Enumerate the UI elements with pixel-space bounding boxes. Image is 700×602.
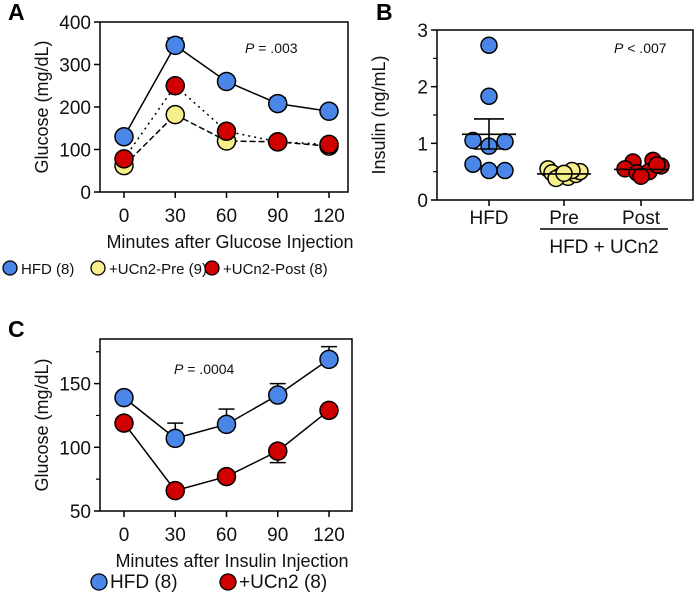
x-tick-label: 90 — [267, 525, 288, 546]
data-point — [319, 134, 339, 155]
y-tick-label: 300 — [59, 56, 91, 77]
panel-a: A 0 100 200 300 400 Glucose (mg/dL) 0 30 60 90 120 M… — [2, 0, 354, 278]
p-value-text: < .007 — [623, 40, 666, 56]
legend-item: HFD (8) — [90, 572, 178, 593]
data-point — [216, 414, 237, 435]
y-tick-label: 100 — [59, 438, 91, 459]
y-tick-label: 100 — [59, 141, 91, 162]
data-point — [165, 428, 185, 449]
panel-label: A — [8, 0, 25, 25]
p-value-annotation: P < .007 — [614, 40, 667, 56]
data-point — [114, 387, 134, 408]
legend-label: +UCn2-Pre (9) — [109, 261, 207, 278]
y-tick-label: 200 — [59, 98, 91, 119]
x-tick-label: Post — [622, 208, 661, 229]
legend-marker — [204, 260, 220, 276]
y-axis-label: Glucose (mg/dL) — [32, 358, 52, 491]
p-symbol: P — [245, 40, 255, 56]
data-point — [319, 349, 339, 370]
panel-label: C — [8, 316, 25, 342]
legend-item: HFD (8) — [2, 260, 74, 278]
x-tick-label: HFD — [469, 208, 508, 229]
x-tick-label: 0 — [119, 525, 130, 546]
data-point — [165, 35, 185, 56]
data-point — [268, 93, 288, 114]
data-point — [268, 385, 288, 405]
data-point — [114, 127, 134, 147]
x-tick-label: 60 — [216, 525, 237, 546]
data-point — [114, 413, 134, 433]
y-tick-label: 0 — [417, 191, 428, 212]
data-point — [165, 104, 185, 125]
x-tick-label: 60 — [216, 206, 237, 227]
x-axis-label: Minutes after Insulin Injection — [115, 551, 348, 571]
data-point — [216, 71, 237, 92]
data-point — [216, 121, 237, 141]
y-tick-label: 400 — [59, 13, 91, 34]
legend-marker — [90, 573, 108, 591]
data-point — [268, 132, 288, 152]
data-point — [480, 87, 498, 106]
y-tick-label: 150 — [59, 375, 91, 396]
data-point — [464, 155, 482, 174]
group-label: HFD + UCn2 — [549, 237, 658, 258]
y-tick-label: 3 — [417, 21, 428, 42]
p-value-annotation: P = .0004 — [174, 361, 235, 377]
data-point — [464, 131, 482, 150]
group-post — [614, 151, 670, 185]
data-point — [216, 466, 237, 487]
x-tick-label: 120 — [313, 206, 345, 227]
y-tick-label: 50 — [70, 502, 91, 523]
panel-label: B — [376, 0, 393, 25]
legend-label: HFD (8) — [21, 261, 74, 278]
legend-marker — [2, 260, 18, 276]
p-symbol: P — [614, 40, 624, 56]
y-axis-label: Glucose (mg/dL) — [32, 40, 52, 173]
data-point — [480, 36, 498, 55]
panel-b: B 0 1 2 3 Insulin (ng/mL) P < .007 HFD Pre Post HF… — [369, 0, 694, 258]
legend-label: HFD (8) — [110, 572, 178, 593]
x-tick-label: 30 — [165, 525, 186, 546]
legend-item: +UCn2-Post (8) — [204, 260, 328, 278]
x-tick-label: Pre — [549, 208, 579, 229]
data-point — [114, 149, 134, 169]
x-tick-label: 120 — [313, 525, 345, 546]
p-value-annotation: P = .003 — [245, 40, 298, 56]
p-value-text: = .0004 — [183, 361, 234, 377]
y-tick-label: 0 — [80, 183, 91, 204]
data-point — [632, 167, 650, 185]
data-point — [319, 101, 339, 121]
legend-label: +UCn2-Post (8) — [223, 261, 328, 278]
x-tick-label: 0 — [119, 206, 130, 227]
data-point — [319, 400, 339, 421]
data-point — [165, 480, 185, 501]
y-axis-label: Insulin (ng/mL) — [369, 55, 389, 174]
data-point — [648, 156, 666, 174]
data-point — [268, 441, 288, 461]
data-point — [480, 161, 498, 180]
data-point — [496, 161, 514, 180]
legend-item: +UCn2 (8) — [219, 572, 327, 593]
p-symbol: P — [174, 361, 184, 377]
group-hfd — [462, 36, 516, 180]
legend-marker — [219, 573, 237, 591]
plot-frame — [99, 21, 349, 193]
y-tick-label: 2 — [417, 78, 428, 99]
legend-marker — [90, 260, 106, 276]
data-point — [165, 76, 185, 96]
panel-c: C 50 100 150 Glucose (mg/dL) 0 30 60 90 120 Minute… — [8, 316, 353, 593]
x-tick-label: 30 — [165, 206, 186, 227]
data-point — [496, 132, 514, 151]
legend-label: +UCn2 (8) — [239, 572, 327, 593]
legend-item: +UCn2-Pre (9) — [90, 260, 207, 278]
p-value-text: = .003 — [254, 40, 297, 56]
y-tick-label: 1 — [417, 134, 428, 155]
x-axis-label: Minutes after Glucose Injection — [106, 232, 353, 252]
x-tick-label: 90 — [267, 206, 288, 227]
group-pre — [537, 160, 591, 188]
